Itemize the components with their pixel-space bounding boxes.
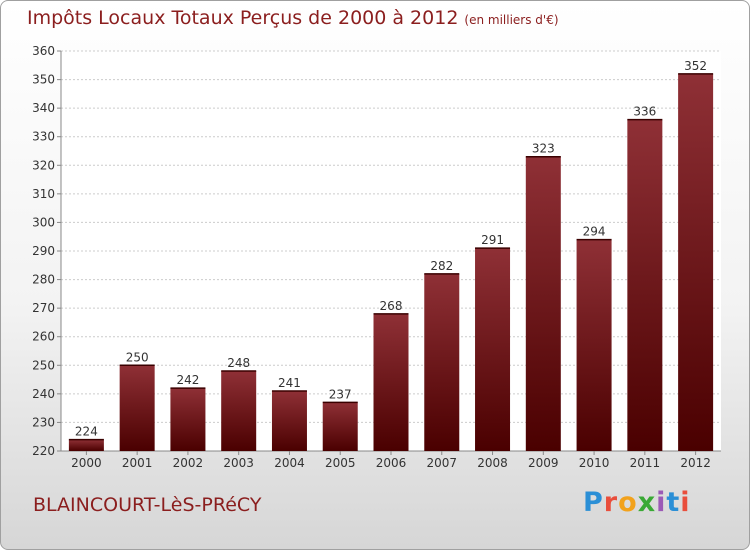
chart-title: Impôts Locaux Totaux Perçus de 2000 à 20…	[27, 7, 559, 29]
value-label: 242	[176, 373, 199, 387]
title-text: Impôts Locaux Totaux Perçus de 2000 à 20…	[27, 7, 459, 29]
city-name: BLAINCOURT-LèS-PRéCY	[33, 494, 262, 516]
x-tick-label: 2003	[223, 456, 254, 470]
bar-2004	[271, 391, 307, 451]
y-tick-label: 300	[32, 215, 55, 229]
logo-letter: i	[680, 487, 691, 518]
value-label: 224	[75, 425, 98, 439]
value-label: 248	[227, 356, 250, 370]
y-tick-label: 340	[32, 101, 55, 115]
value-label: 250	[126, 350, 149, 364]
y-tick-label: 240	[32, 387, 55, 401]
logo-letter: t	[666, 487, 681, 518]
value-label: 336	[633, 105, 656, 119]
bar-2008	[475, 248, 511, 451]
y-tick-label: 220	[32, 444, 55, 458]
y-tick-label: 250	[32, 358, 55, 372]
value-label: 268	[380, 299, 403, 313]
bar-2007	[424, 273, 460, 451]
y-tick-label: 360	[32, 44, 55, 58]
logo-letter: x	[637, 487, 657, 518]
value-label: 294	[583, 225, 606, 239]
value-label: 352	[684, 59, 707, 73]
y-tick-label: 330	[32, 130, 55, 144]
y-tick-label: 350	[32, 73, 55, 87]
bar-2009	[525, 156, 561, 451]
x-tick-label: 2007	[426, 456, 457, 470]
unit-label: (en milliers d'€)	[464, 13, 559, 27]
bar-2006	[373, 313, 409, 451]
bar-2001	[119, 365, 155, 451]
bar-2012	[678, 73, 714, 451]
x-tick-label: 2005	[325, 456, 356, 470]
x-tick-label: 2008	[477, 456, 508, 470]
logo-letter: P	[583, 487, 604, 518]
bar-2002	[170, 388, 206, 451]
x-tick-label: 2009	[528, 456, 559, 470]
y-tick-label: 320	[32, 158, 55, 172]
y-tick-label: 290	[32, 244, 55, 258]
x-tick-label: 2000	[71, 456, 102, 470]
bar-2003	[221, 371, 257, 451]
value-label: 241	[278, 376, 301, 390]
x-tick-label: 2001	[122, 456, 153, 470]
logo-letter: i	[656, 487, 667, 518]
logo-letter: r	[603, 487, 619, 518]
value-label: 282	[430, 259, 453, 273]
bar-2000	[68, 439, 104, 451]
y-tick-label: 230	[32, 415, 55, 429]
value-label: 237	[329, 387, 352, 401]
y-tick-label: 260	[32, 330, 55, 344]
x-tick-label: 2004	[274, 456, 305, 470]
x-tick-label: 2012	[680, 456, 711, 470]
y-tick-label: 270	[32, 301, 55, 315]
x-tick-label: 2006	[376, 456, 407, 470]
x-tick-label: 2002	[173, 456, 204, 470]
proxiti-logo: Proxiti	[583, 487, 691, 518]
value-label: 291	[481, 233, 504, 247]
x-tick-label: 2011	[630, 456, 661, 470]
logo-letter: o	[618, 487, 638, 518]
bar-2005	[322, 402, 358, 451]
bar-2011	[627, 119, 663, 452]
bar-2010	[576, 239, 612, 451]
y-tick-label: 310	[32, 187, 55, 201]
x-tick-label: 2010	[579, 456, 610, 470]
y-tick-label: 280	[32, 273, 55, 287]
value-label: 323	[532, 142, 555, 156]
